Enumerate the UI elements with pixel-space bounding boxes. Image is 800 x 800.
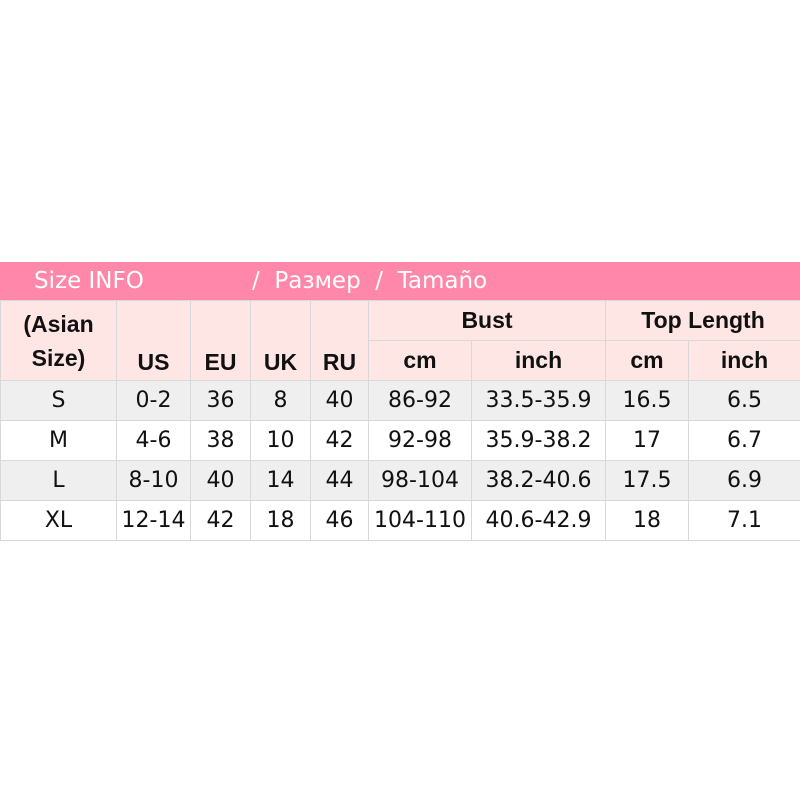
header-bust-inch: inch [471,340,606,381]
cell-length-cm: 16.5 [605,380,689,421]
cell-bust-inch: 35.9-38.2 [471,420,606,461]
cell-ru: 40 [310,380,369,421]
header-length-inch: inch [687,340,800,381]
cell-length-cm: 17 [605,420,689,461]
header-asian-size: (Asian Size) [0,300,117,381]
cell-uk: 8 [250,380,311,421]
cell-size: S [0,380,117,421]
cell-eu: 40 [190,460,251,501]
cell-ru: 42 [310,420,369,461]
cell-ru: 46 [310,500,369,541]
cell-us: 4-6 [116,420,191,461]
cell-size: L [0,460,117,501]
cell-us: 12-14 [116,500,191,541]
cell-us: 0-2 [116,380,191,421]
cell-bust-cm: 104-110 [368,500,472,541]
cell-uk: 10 [250,420,311,461]
cell-size: XL [0,500,117,541]
cell-uk: 14 [250,460,311,501]
cell-eu: 38 [190,420,251,461]
header-us: US [116,300,191,381]
size-info-title-bar: Size INFO / Размер / Tamaño [0,262,800,300]
cell-uk: 18 [250,500,311,541]
table-row: M 4-6 38 10 42 92-98 35.9-38.2 17 6.7 [0,420,800,461]
cell-eu: 36 [190,380,251,421]
cell-length-inch: 6.7 [687,420,800,461]
title-size-info: Size INFO [34,268,144,294]
cell-bust-inch: 38.2-40.6 [471,460,606,501]
title-translations: / Размер / Tamaño [252,268,488,294]
table-row: XL 12-14 42 18 46 104-110 40.6-42.9 18 7… [0,500,800,541]
cell-length-inch: 6.9 [687,460,800,501]
cell-length-cm: 18 [605,500,689,541]
cell-length-inch: 6.5 [687,380,800,421]
header-eu: EU [190,300,251,381]
cell-size: M [0,420,117,461]
cell-bust-cm: 92-98 [368,420,472,461]
cell-length-cm: 17.5 [605,460,689,501]
cell-us: 8-10 [116,460,191,501]
header-length-cm: cm [605,340,689,381]
cell-ru: 44 [310,460,369,501]
size-table: (Asian Size) US EU UK RU Bust Top Length… [0,300,800,541]
cell-length-inch: 7.1 [687,500,800,541]
cell-bust-cm: 86-92 [368,380,472,421]
header-bust-cm: cm [368,340,472,381]
cell-bust-inch: 33.5-35.9 [471,380,606,421]
cell-bust-inch: 40.6-42.9 [471,500,606,541]
table-row: S 0-2 36 8 40 86-92 33.5-35.9 16.5 6.5 [0,380,800,421]
table-row: L 8-10 40 14 44 98-104 38.2-40.6 17.5 6.… [0,460,800,501]
cell-eu: 42 [190,500,251,541]
header-uk: UK [250,300,311,381]
cell-bust-cm: 98-104 [368,460,472,501]
header-bust: Bust [368,300,606,341]
header-ru: RU [310,300,369,381]
header-top-length: Top Length [604,300,800,341]
